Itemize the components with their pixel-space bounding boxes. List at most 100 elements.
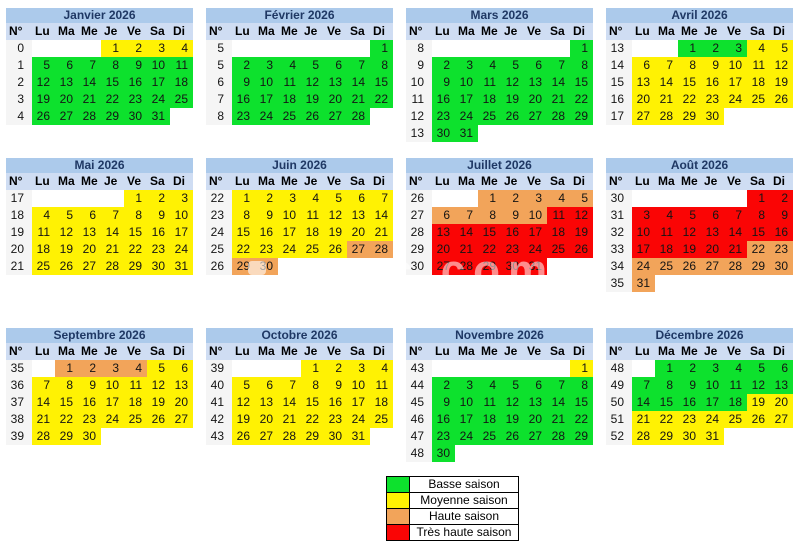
day-cell: 19 [501, 411, 524, 428]
day-cell: 9 [501, 207, 524, 224]
day-cell [301, 40, 324, 57]
week-number-cell: 50 [606, 394, 632, 411]
day-header-cell: Ve [724, 23, 747, 40]
day-cell: 10 [701, 377, 724, 394]
legend-row: Moyenne saison [387, 493, 518, 509]
day-cell: 15 [124, 224, 147, 241]
day-cell: 27 [524, 108, 547, 125]
day-cell [701, 275, 724, 292]
day-cell: 23 [78, 411, 101, 428]
day-cell: 28 [632, 428, 655, 445]
day-cell: 4 [170, 40, 193, 57]
day-cell: 1 [55, 360, 78, 377]
month-title: Juillet 2026 [406, 158, 593, 173]
day-cell: 22 [478, 241, 501, 258]
day-cell: 28 [101, 258, 124, 275]
day-cell: 23 [678, 411, 701, 428]
day-cell: 1 [124, 190, 147, 207]
day-cell: 5 [32, 57, 55, 74]
legend-row: Haute saison [387, 509, 518, 525]
day-header-cell: N° [206, 173, 232, 190]
day-cell: 13 [432, 224, 455, 241]
day-cell: 2 [432, 57, 455, 74]
month-title: Mai 2026 [6, 158, 193, 173]
day-cell: 19 [232, 411, 255, 428]
day-header-cell: Je [301, 173, 324, 190]
day-cell: 14 [370, 207, 393, 224]
day-cell: 16 [124, 74, 147, 91]
day-cell: 1 [478, 190, 501, 207]
day-cell: 15 [678, 74, 701, 91]
day-cell: 13 [770, 377, 793, 394]
week-number-cell: 46 [406, 411, 432, 428]
day-cell: 6 [255, 377, 278, 394]
day-cell: 27 [255, 428, 278, 445]
day-cell: 16 [678, 394, 701, 411]
day-cell [747, 108, 770, 125]
legend-label: Moyenne saison [420, 493, 508, 507]
day-cell: 26 [501, 108, 524, 125]
day-cell [101, 190, 124, 207]
day-cell: 11 [747, 57, 770, 74]
week-number-cell: 8 [206, 108, 232, 125]
day-cell [501, 445, 524, 462]
day-cell: 25 [124, 411, 147, 428]
day-cell: 17 [632, 241, 655, 258]
day-cell: 14 [455, 224, 478, 241]
day-cell: 20 [632, 91, 655, 108]
week-number-cell: 49 [606, 377, 632, 394]
day-cell: 28 [370, 241, 393, 258]
day-cell: 16 [78, 394, 101, 411]
day-header-cell: Ma [455, 173, 478, 190]
day-cell: 3 [101, 360, 124, 377]
day-cell: 3 [632, 207, 655, 224]
day-cell [478, 40, 501, 57]
day-cell [32, 360, 55, 377]
month-title: Août 2026 [606, 158, 793, 173]
day-header-cell: N° [606, 343, 632, 360]
day-cell: 22 [747, 241, 770, 258]
day-header-cell: Di [770, 173, 793, 190]
day-cell: 20 [524, 411, 547, 428]
day-cell: 2 [501, 190, 524, 207]
day-cell: 2 [432, 377, 455, 394]
day-cell: 30 [501, 258, 524, 275]
day-cell [278, 360, 301, 377]
month-title: Novembre 2026 [406, 328, 593, 343]
month-title: Juin 2026 [206, 158, 393, 173]
month-block-1: Janvier 2026 N° Lu Ma Me Je Ve Sa Di 0 1 2 3 4 1 5 6 7 8 9 1… [6, 8, 193, 125]
day-cell: 9 [432, 74, 455, 91]
week-number-cell: 15 [606, 74, 632, 91]
day-cell: 15 [232, 224, 255, 241]
day-header-cell: Je [101, 23, 124, 40]
day-cell: 18 [655, 241, 678, 258]
day-cell: 8 [570, 57, 593, 74]
day-cell: 22 [55, 411, 78, 428]
day-header-cell: Sa [747, 23, 770, 40]
day-cell: 17 [724, 74, 747, 91]
day-cell: 27 [347, 241, 370, 258]
day-cell: 4 [301, 190, 324, 207]
day-header-cell: Me [678, 173, 701, 190]
day-cell: 23 [232, 108, 255, 125]
day-cell [524, 445, 547, 462]
week-number-cell: 4 [6, 108, 32, 125]
day-cell: 17 [278, 224, 301, 241]
legend-label: Basse saison [428, 477, 500, 491]
day-cell: 22 [570, 91, 593, 108]
day-header-cell: Ma [255, 23, 278, 40]
week-number-cell: 20 [6, 241, 32, 258]
day-cell: 24 [170, 241, 193, 258]
day-cell: 1 [570, 40, 593, 57]
day-cell: 3 [278, 190, 301, 207]
day-cell: 10 [170, 207, 193, 224]
day-cell: 12 [570, 207, 593, 224]
day-header-cell: Lu [632, 343, 655, 360]
day-cell [655, 275, 678, 292]
day-header-cell: Di [170, 343, 193, 360]
day-cell: 18 [301, 224, 324, 241]
day-cell: 11 [478, 74, 501, 91]
day-cell: 20 [255, 411, 278, 428]
day-cell [478, 360, 501, 377]
day-cell: 4 [547, 190, 570, 207]
